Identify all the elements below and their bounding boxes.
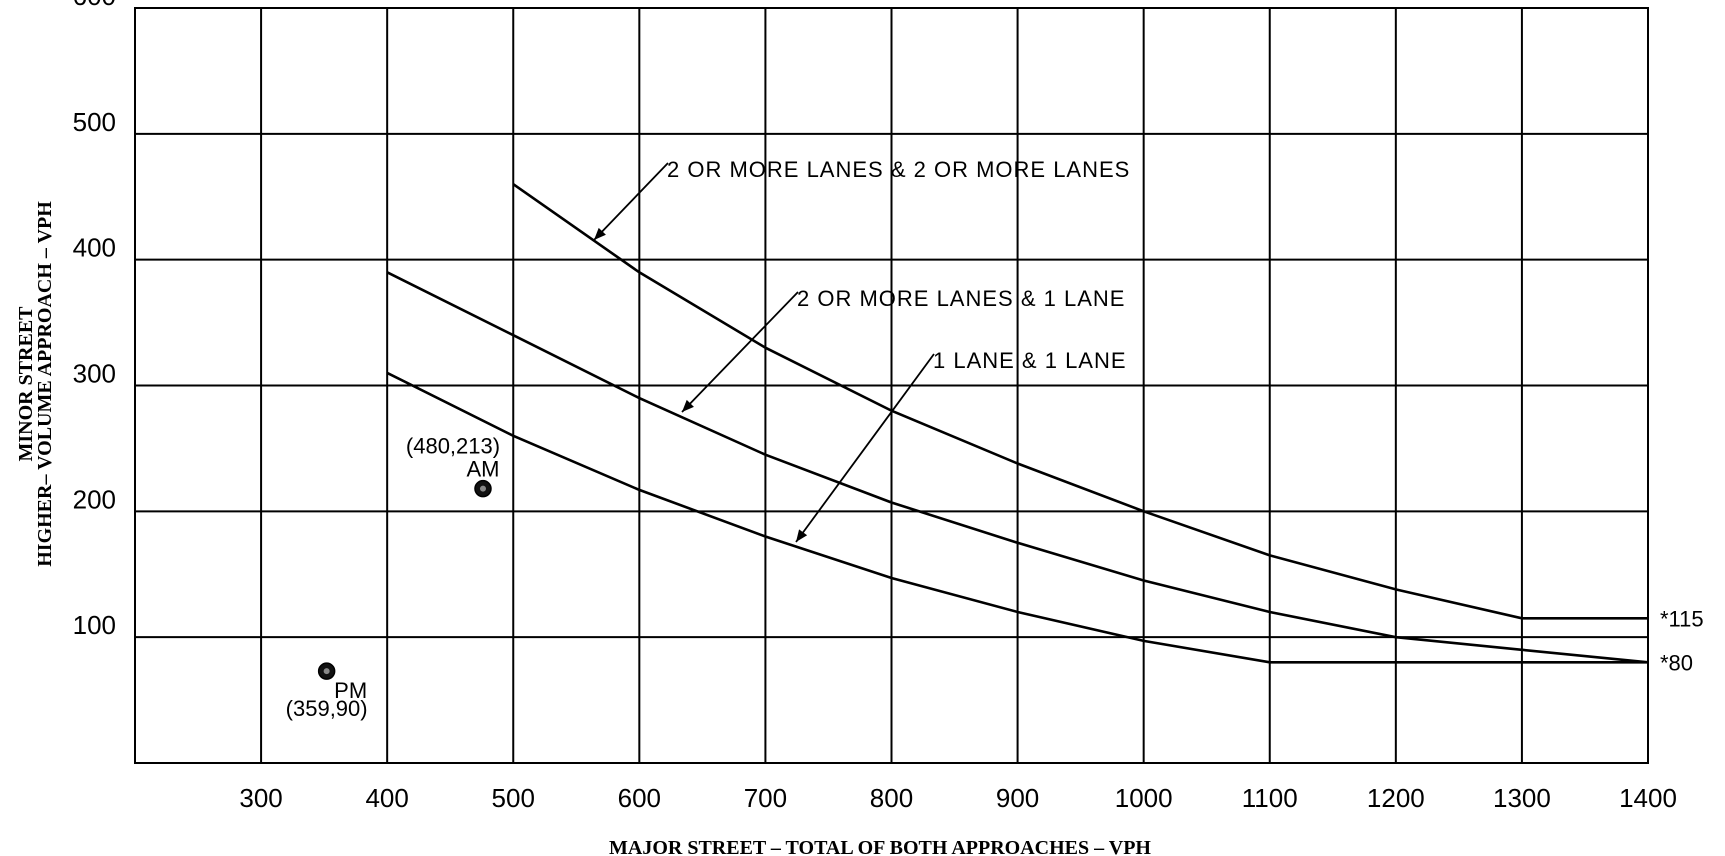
y-tick-label: 500: [73, 107, 116, 137]
point-coord-label: (480,213): [406, 434, 500, 459]
point-coord-label: (359,90): [286, 696, 368, 721]
data-points: AM(480,213) PM(359,90): [286, 434, 500, 721]
tick-labels: 300 400 500 600 700 800 900 1000 1100 1200 1300 140…: [73, 0, 1677, 813]
annotation-leaders: [593, 162, 935, 543]
annotations: 2 OR MORE LANES & 2 OR MORE LANES 2 OR MO…: [667, 157, 1704, 675]
x-tick-label: 400: [365, 783, 408, 813]
series-label-1: 2 OR MORE LANES & 2 OR MORE LANES: [667, 157, 1130, 182]
x-tick-label: 1100: [1242, 783, 1298, 813]
x-tick-label: 900: [996, 783, 1039, 813]
x-tick-label: 700: [744, 783, 787, 813]
data-point-center: [323, 668, 330, 675]
x-tick-label: 1000: [1115, 783, 1173, 813]
series-curves: [386, 183, 1649, 664]
data-point-center: [479, 485, 486, 492]
series-line-2: [386, 271, 1649, 664]
leader-arrowhead: [682, 399, 694, 412]
leader-line-1: [593, 162, 669, 241]
x-tick-label: 1200: [1367, 783, 1425, 813]
x-tick-label: 500: [492, 783, 535, 813]
leader-line-2: [681, 291, 799, 413]
series-line-1: [512, 183, 1648, 620]
y-tick-label: 600: [73, 0, 116, 11]
threshold-label: *80: [1660, 650, 1693, 675]
point-name-label: AM: [466, 457, 499, 482]
y-tick-label: 300: [73, 359, 116, 389]
series-line-3: [386, 371, 1648, 664]
y-tick-label: 100: [73, 610, 116, 640]
series-label-3: 1 LANE & 1 LANE: [933, 348, 1127, 373]
x-tick-label: 300: [239, 783, 282, 813]
y-tick-label: 400: [73, 233, 116, 263]
leader-line-3: [795, 353, 935, 543]
y-axis-title-line1: MINOR STREET: [15, 306, 37, 462]
x-tick-label: 600: [618, 783, 661, 813]
series-label-2: 2 OR MORE LANES & 1 LANE: [797, 286, 1125, 311]
threshold-label: *115: [1660, 606, 1704, 631]
leader-arrowhead: [796, 529, 808, 542]
x-tick-label: 1400: [1619, 783, 1677, 813]
y-tick-label: 200: [73, 484, 116, 514]
point-name-label: PM: [334, 678, 367, 703]
y-axis-title-line2: HIGHER– VOLUME APPROACH – VPH: [34, 201, 56, 567]
x-tick-label: 1300: [1493, 783, 1551, 813]
x-tick-label: 800: [870, 783, 913, 813]
grid: [134, 7, 1649, 764]
leader-arrowhead: [594, 227, 606, 240]
x-axis-title: MAJOR STREET – TOTAL OF BOTH APPROACHES …: [609, 837, 1151, 856]
